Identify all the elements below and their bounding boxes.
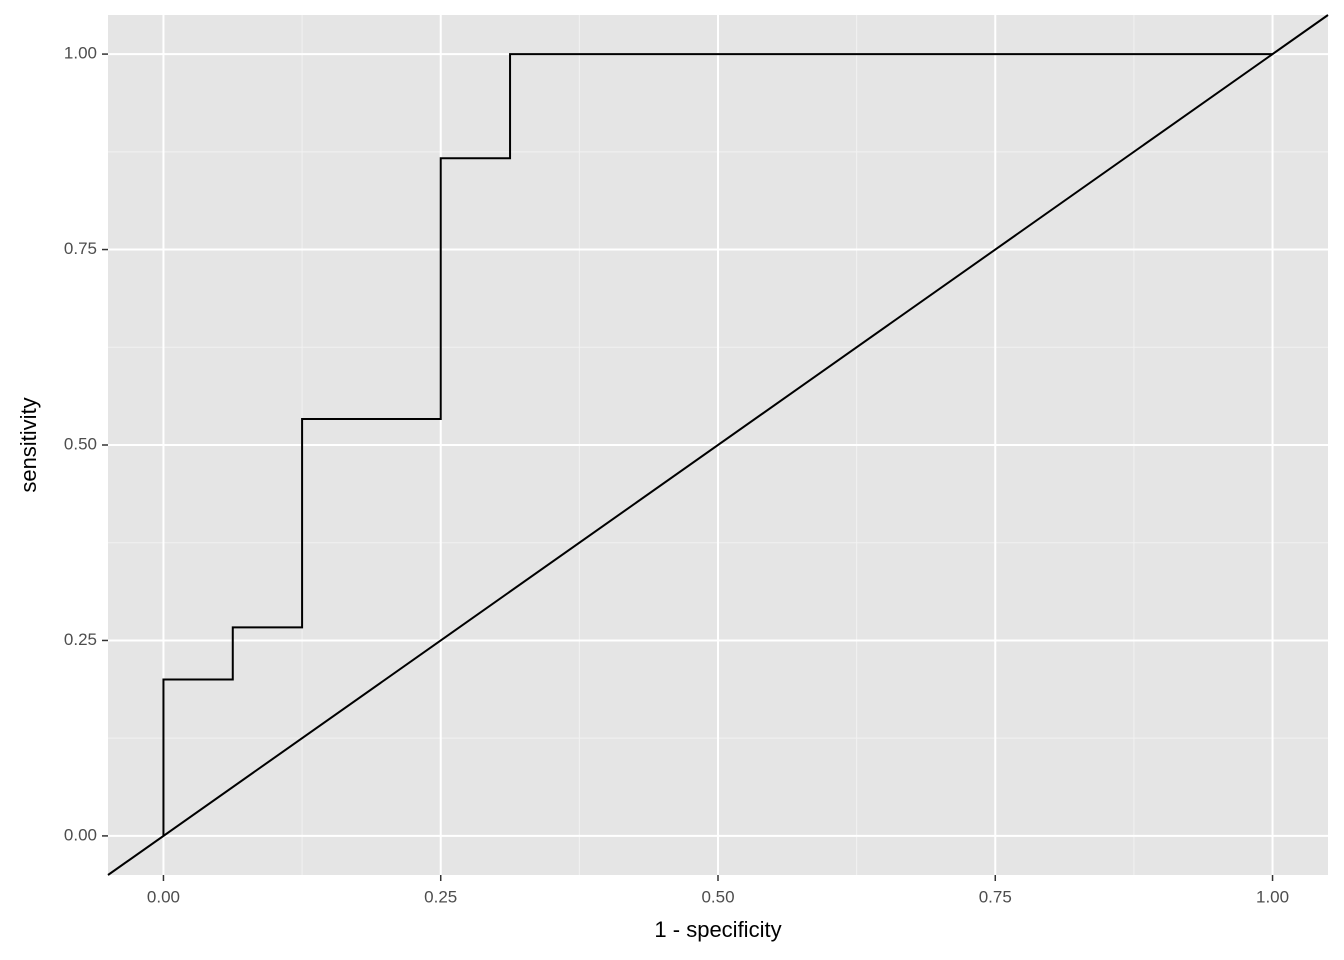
y-tick-label: 0.75 [64, 239, 97, 258]
marks [107, 14, 1329, 876]
x-tick-label: 1.00 [1256, 887, 1289, 906]
x-tick-label: 0.50 [701, 887, 734, 906]
y-tick-label: 0.50 [64, 434, 97, 453]
x-tick-label: 0.00 [147, 887, 180, 906]
y-axis-title: sensitivity [16, 397, 41, 492]
x-axis-title: 1 - specificity [654, 917, 781, 942]
x-tick-label: 0.25 [424, 887, 457, 906]
y-tick-label: 0.00 [64, 825, 97, 844]
x-tick-label: 0.75 [979, 887, 1012, 906]
axes: 0.00 0.25 0.50 0.75 1.00 0.00 0.25 0.50 0.75 1.00 [64, 44, 1289, 907]
roc-curve [162, 53, 1273, 836]
y-tick-label: 1.00 [64, 44, 97, 63]
reference-line [107, 14, 1329, 876]
y-tick-label: 0.25 [64, 630, 97, 649]
